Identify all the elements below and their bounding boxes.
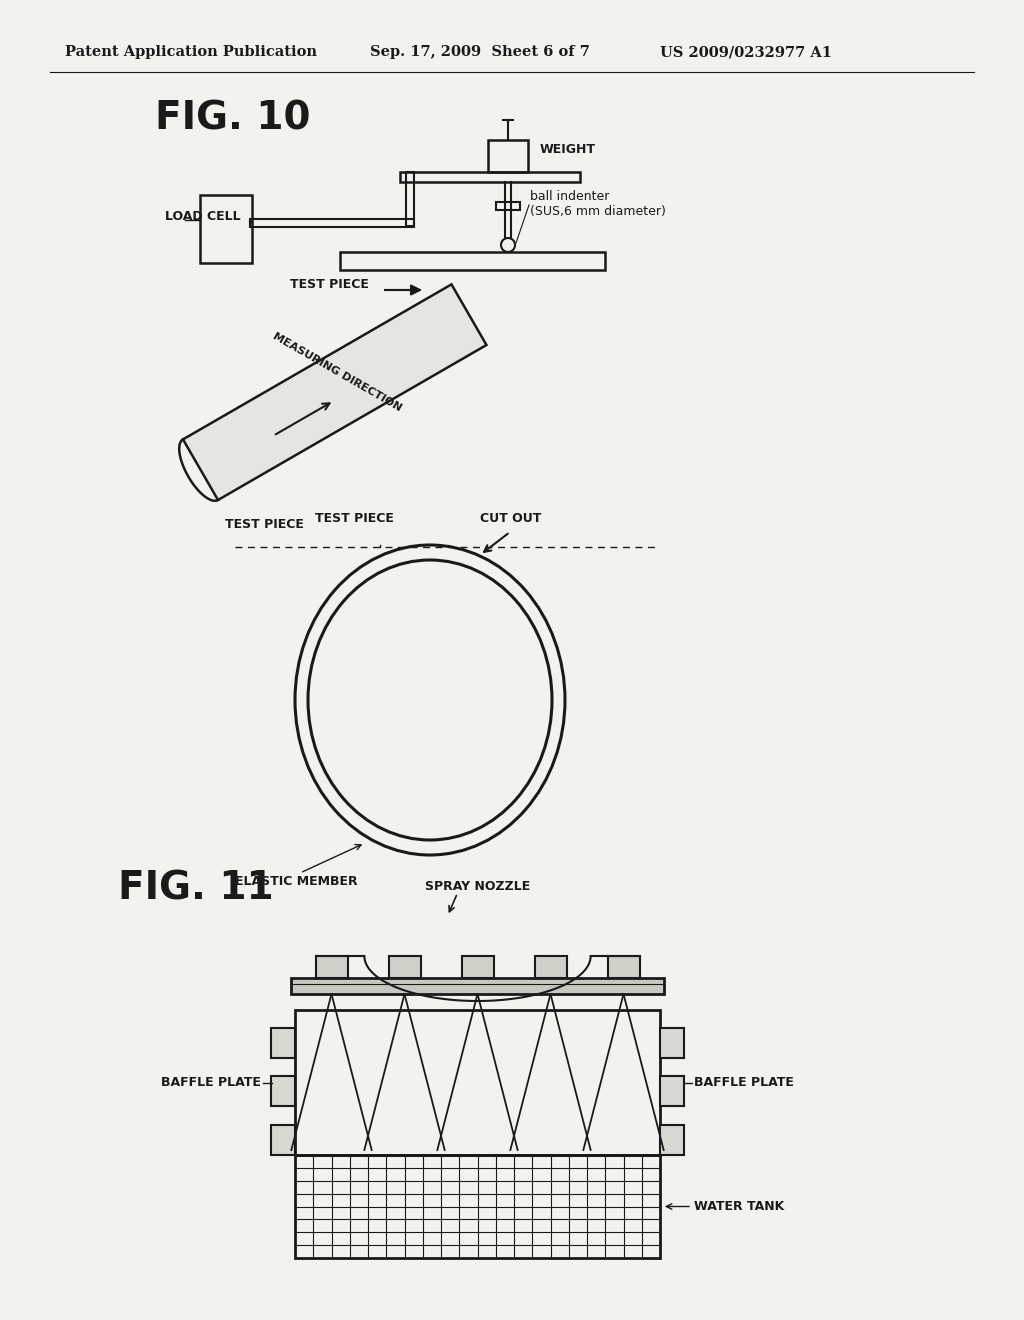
Bar	[271, 1028, 295, 1059]
Bar	[340, 252, 605, 271]
Bar	[488, 140, 528, 172]
Bar	[271, 1125, 295, 1155]
Text: WATER TANK: WATER TANK	[694, 1200, 784, 1213]
Text: BAFFLE PLATE: BAFFLE PLATE	[161, 1076, 261, 1089]
Text: FIG. 11: FIG. 11	[118, 870, 273, 908]
Bar	[660, 1028, 684, 1059]
Bar	[388, 956, 421, 978]
Text: TEST PIECE: TEST PIECE	[225, 517, 304, 531]
Text: Patent Application Publication: Patent Application Publication	[65, 45, 317, 59]
Text: LOAD CELL: LOAD CELL	[165, 210, 241, 223]
Text: CUT OUT: CUT OUT	[480, 512, 542, 525]
Bar	[660, 1076, 684, 1106]
Text: TEST PIECE: TEST PIECE	[290, 279, 369, 290]
Text: TEST PIECE: TEST PIECE	[315, 512, 394, 525]
Text: (SUS,6 mm diameter): (SUS,6 mm diameter)	[530, 205, 666, 218]
Bar	[607, 956, 640, 978]
Text: US 2009/0232977 A1: US 2009/0232977 A1	[660, 45, 831, 59]
Bar	[406, 172, 414, 226]
Bar	[535, 956, 566, 978]
Text: Sep. 17, 2009  Sheet 6 of 7: Sep. 17, 2009 Sheet 6 of 7	[370, 45, 590, 59]
Bar	[295, 1010, 660, 1155]
Bar	[315, 956, 347, 978]
Bar	[400, 172, 580, 182]
Bar	[295, 1155, 660, 1258]
Polygon shape	[183, 284, 486, 500]
Bar	[200, 195, 252, 263]
Bar	[271, 1076, 295, 1106]
Text: WEIGHT: WEIGHT	[540, 143, 596, 156]
Text: MEASURING DIRECTION: MEASURING DIRECTION	[271, 331, 403, 413]
Bar	[660, 1125, 684, 1155]
Text: ELASTIC MEMBER: ELASTIC MEMBER	[234, 875, 357, 888]
Bar	[291, 978, 664, 994]
Text: SPRAY NOZZLE: SPRAY NOZZLE	[425, 880, 530, 894]
Bar	[250, 219, 414, 227]
Text: ball indenter: ball indenter	[530, 190, 609, 203]
Bar	[496, 202, 520, 210]
Text: BAFFLE PLATE: BAFFLE PLATE	[694, 1076, 794, 1089]
Bar	[462, 956, 494, 978]
Text: FIG. 10: FIG. 10	[155, 100, 310, 139]
